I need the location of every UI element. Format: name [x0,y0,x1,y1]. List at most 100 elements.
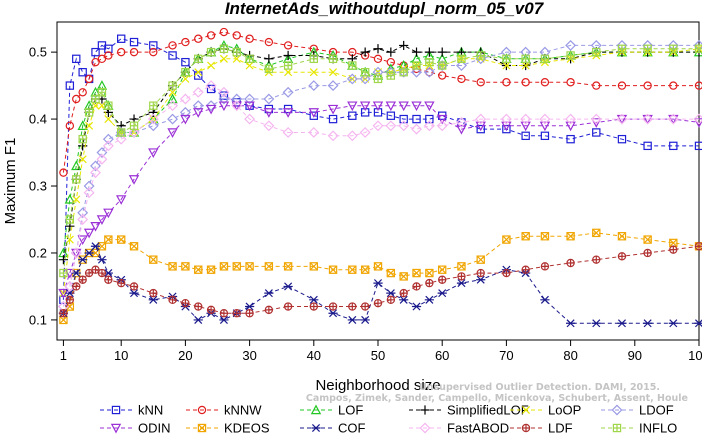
x-tick-label: 40 [307,348,321,363]
data-point-ldf [386,295,396,305]
data-point-kdeos [617,232,627,241]
data-point-odin [263,108,275,118]
data-point-ldf [617,252,627,261]
data-point-inflo [181,68,190,77]
data-point-inflo [104,101,113,110]
data-point-odin [308,108,320,118]
data-point-kdeos [476,255,485,264]
data-point-kdeos [521,232,530,241]
data-point-loop [245,61,254,70]
data-point-inflo [360,68,370,77]
data-point-inflo [309,54,319,64]
data-point-knnw [84,74,94,84]
data-point-kdeos [425,268,434,278]
data-point-odin [436,114,448,125]
data-point-fastabod [565,113,577,125]
data-point-fastabod [475,113,487,125]
data-point-cof [437,289,447,298]
data-point-knn [521,131,530,141]
axes-layer: 1 10 20 30 40 50 60 70 80 90 100 0.1 0.2 0.3 0.4 0.5 [29,45,702,363]
series-line-loop [62,48,700,294]
data-point-knnw [194,34,203,43]
data-point-knnw [149,47,158,57]
data-point-fastabod [192,86,204,98]
legend-marker-kdeos [197,423,207,433]
data-point-odin [456,124,467,135]
data-point-loop [91,101,100,110]
data-point-ldf [206,305,216,315]
data-point-knn [328,114,338,124]
data-point-inflo [149,101,158,110]
data-point-ldf [540,262,550,271]
data-point-ldof [282,86,294,98]
data-point-loop [219,54,228,63]
data-point-cof [373,279,383,288]
data-point-fastabod [205,80,217,92]
data-point-ldf [72,282,81,291]
data-point-cof [424,295,434,304]
data-point-odin [372,101,384,112]
data-point-knnw [219,27,229,37]
data-point-inflo [206,47,216,57]
series-line-cof [62,245,699,324]
data-point-knnw [245,34,254,43]
data-point-odin [385,101,397,112]
data-point-kdeos [592,228,601,238]
data-point-knn [348,111,357,120]
legend-label: ODIN [138,421,171,434]
data-point-ldof [411,66,422,78]
data-point-knn [91,47,100,57]
legend-marker-inflo [612,423,622,433]
data-point-loop [207,61,216,70]
legend-label: INFLO [639,421,677,434]
data-point-kdeos [181,262,190,271]
data-point-inflo [457,54,466,64]
data-point-cof [78,255,88,264]
data-point-odin [180,114,191,125]
data-point-loop [309,68,318,77]
data-point-odin [218,101,230,112]
data-point-loop [72,195,81,204]
data-point-knnw [97,54,107,64]
data-point-knnw [373,54,383,64]
x-tick-label: 70 [499,348,513,363]
data-point-fastabod [456,116,467,128]
data-point-ldf [168,295,177,305]
legend-item-odin: ODIN [100,421,171,434]
data-point-simplifiedlof [437,47,447,57]
data-point-ldf [245,309,254,318]
data-point-kdeos [206,265,216,274]
data-point-cof [591,319,601,328]
data-point-fastabod [218,86,230,98]
data-point-ldof [83,180,95,192]
data-point-fastabod [372,120,384,132]
data-point-odin [520,121,531,132]
legend-label: kNN [138,403,163,418]
data-point-loop [104,115,113,124]
data-point-ldof [231,93,243,105]
data-point-odin [244,101,255,112]
data-point-ldof [565,39,577,51]
data-point-cof [456,279,467,288]
chart-title: InternetAds_withoutdupl_norm_05_v07 [225,0,545,18]
data-point-odin [103,208,114,219]
data-point-knn [592,128,601,137]
data-point-kdeos [104,235,113,244]
data-point-cof [84,248,94,257]
legend-label: LoOP [548,403,581,418]
data-point-ldf [521,265,530,274]
series-ldf [59,242,702,318]
data-point-cof [193,315,203,324]
data-point-inflo [78,134,87,144]
data-point-inflo [399,68,408,77]
data-point-inflo [59,268,68,278]
data-point-odin [231,101,242,112]
data-point-kdeos [373,262,383,271]
data-point-ldf [566,258,575,268]
data-point-simplifiedlof [58,255,69,265]
data-point-fastabod [398,120,410,132]
data-point-kdeos [219,262,229,271]
data-point-knn [669,141,678,151]
data-point-fastabod [147,113,159,125]
